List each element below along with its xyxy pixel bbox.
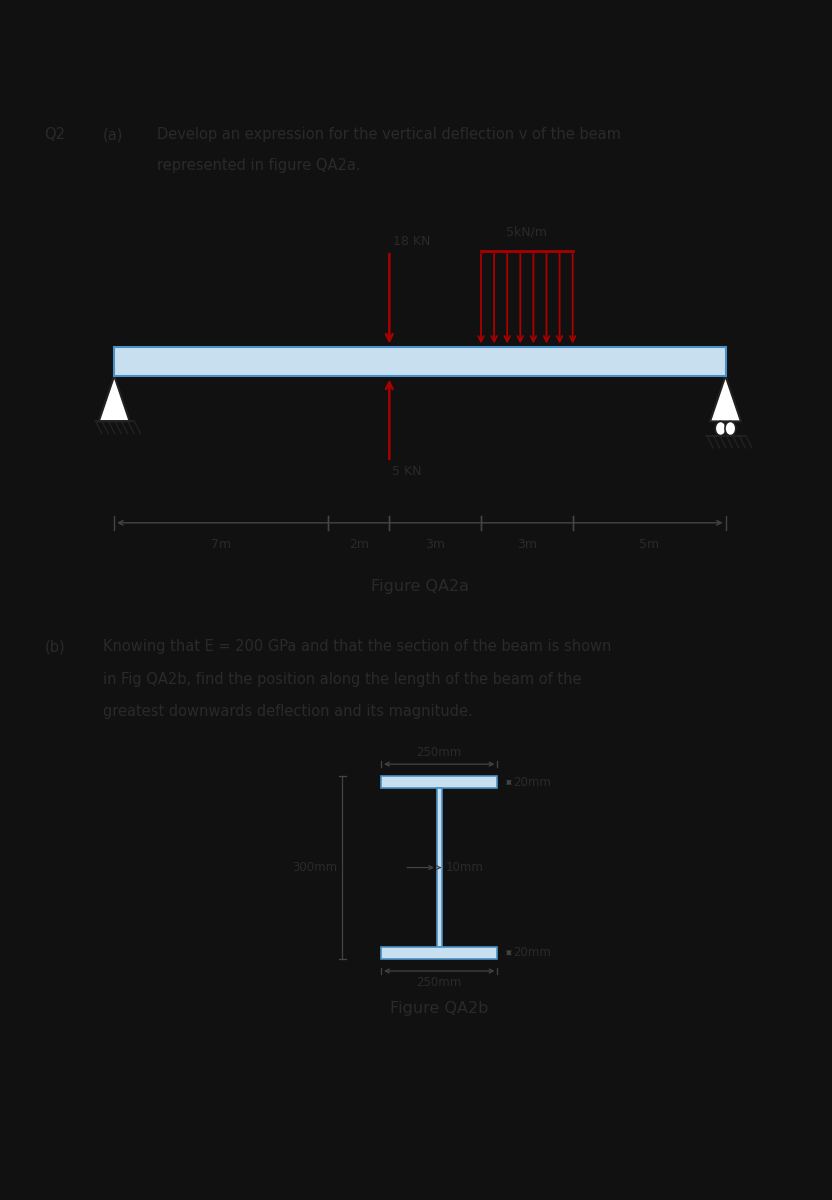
Bar <box>381 776 498 788</box>
Text: 2m: 2m <box>349 538 369 551</box>
Text: Figure QA2a: Figure QA2a <box>371 578 469 594</box>
Text: 5m: 5m <box>639 538 659 551</box>
Text: 20mm: 20mm <box>513 947 551 959</box>
Text: represented in figure QA2a.: represented in figure QA2a. <box>156 157 360 173</box>
Text: (b): (b) <box>45 640 65 654</box>
Text: 7m: 7m <box>211 538 231 551</box>
Text: 250mm: 250mm <box>417 976 462 989</box>
Text: Q2: Q2 <box>45 127 66 143</box>
Text: 20mm: 20mm <box>513 776 551 788</box>
Text: (a): (a) <box>102 127 123 143</box>
Bar <box>437 788 442 947</box>
Text: 3m: 3m <box>425 538 445 551</box>
Bar <box>381 947 498 959</box>
Text: 3m: 3m <box>517 538 537 551</box>
Text: 5 KN: 5 KN <box>393 466 422 478</box>
Circle shape <box>716 421 726 436</box>
Circle shape <box>725 421 735 436</box>
Bar <box>114 347 726 376</box>
Text: 5kN/m: 5kN/m <box>507 226 547 239</box>
Text: greatest downwards deflection and its magnitude.: greatest downwards deflection and its ma… <box>102 704 473 719</box>
Text: 10mm: 10mm <box>445 862 483 874</box>
Text: 300mm: 300mm <box>292 862 337 874</box>
Polygon shape <box>99 376 130 421</box>
Text: Develop an expression for the vertical deflection v of the beam: Develop an expression for the vertical d… <box>156 127 621 143</box>
Text: in Fig QA2b, find the position along the length of the beam of the: in Fig QA2b, find the position along the… <box>102 672 581 686</box>
Text: Knowing that E = 200 GPa and that the section of the beam is shown: Knowing that E = 200 GPa and that the se… <box>102 640 611 654</box>
Text: 18 KN: 18 KN <box>394 235 430 248</box>
Text: 250mm: 250mm <box>417 746 462 760</box>
Polygon shape <box>710 376 741 421</box>
Text: Figure QA2b: Figure QA2b <box>390 1002 488 1016</box>
